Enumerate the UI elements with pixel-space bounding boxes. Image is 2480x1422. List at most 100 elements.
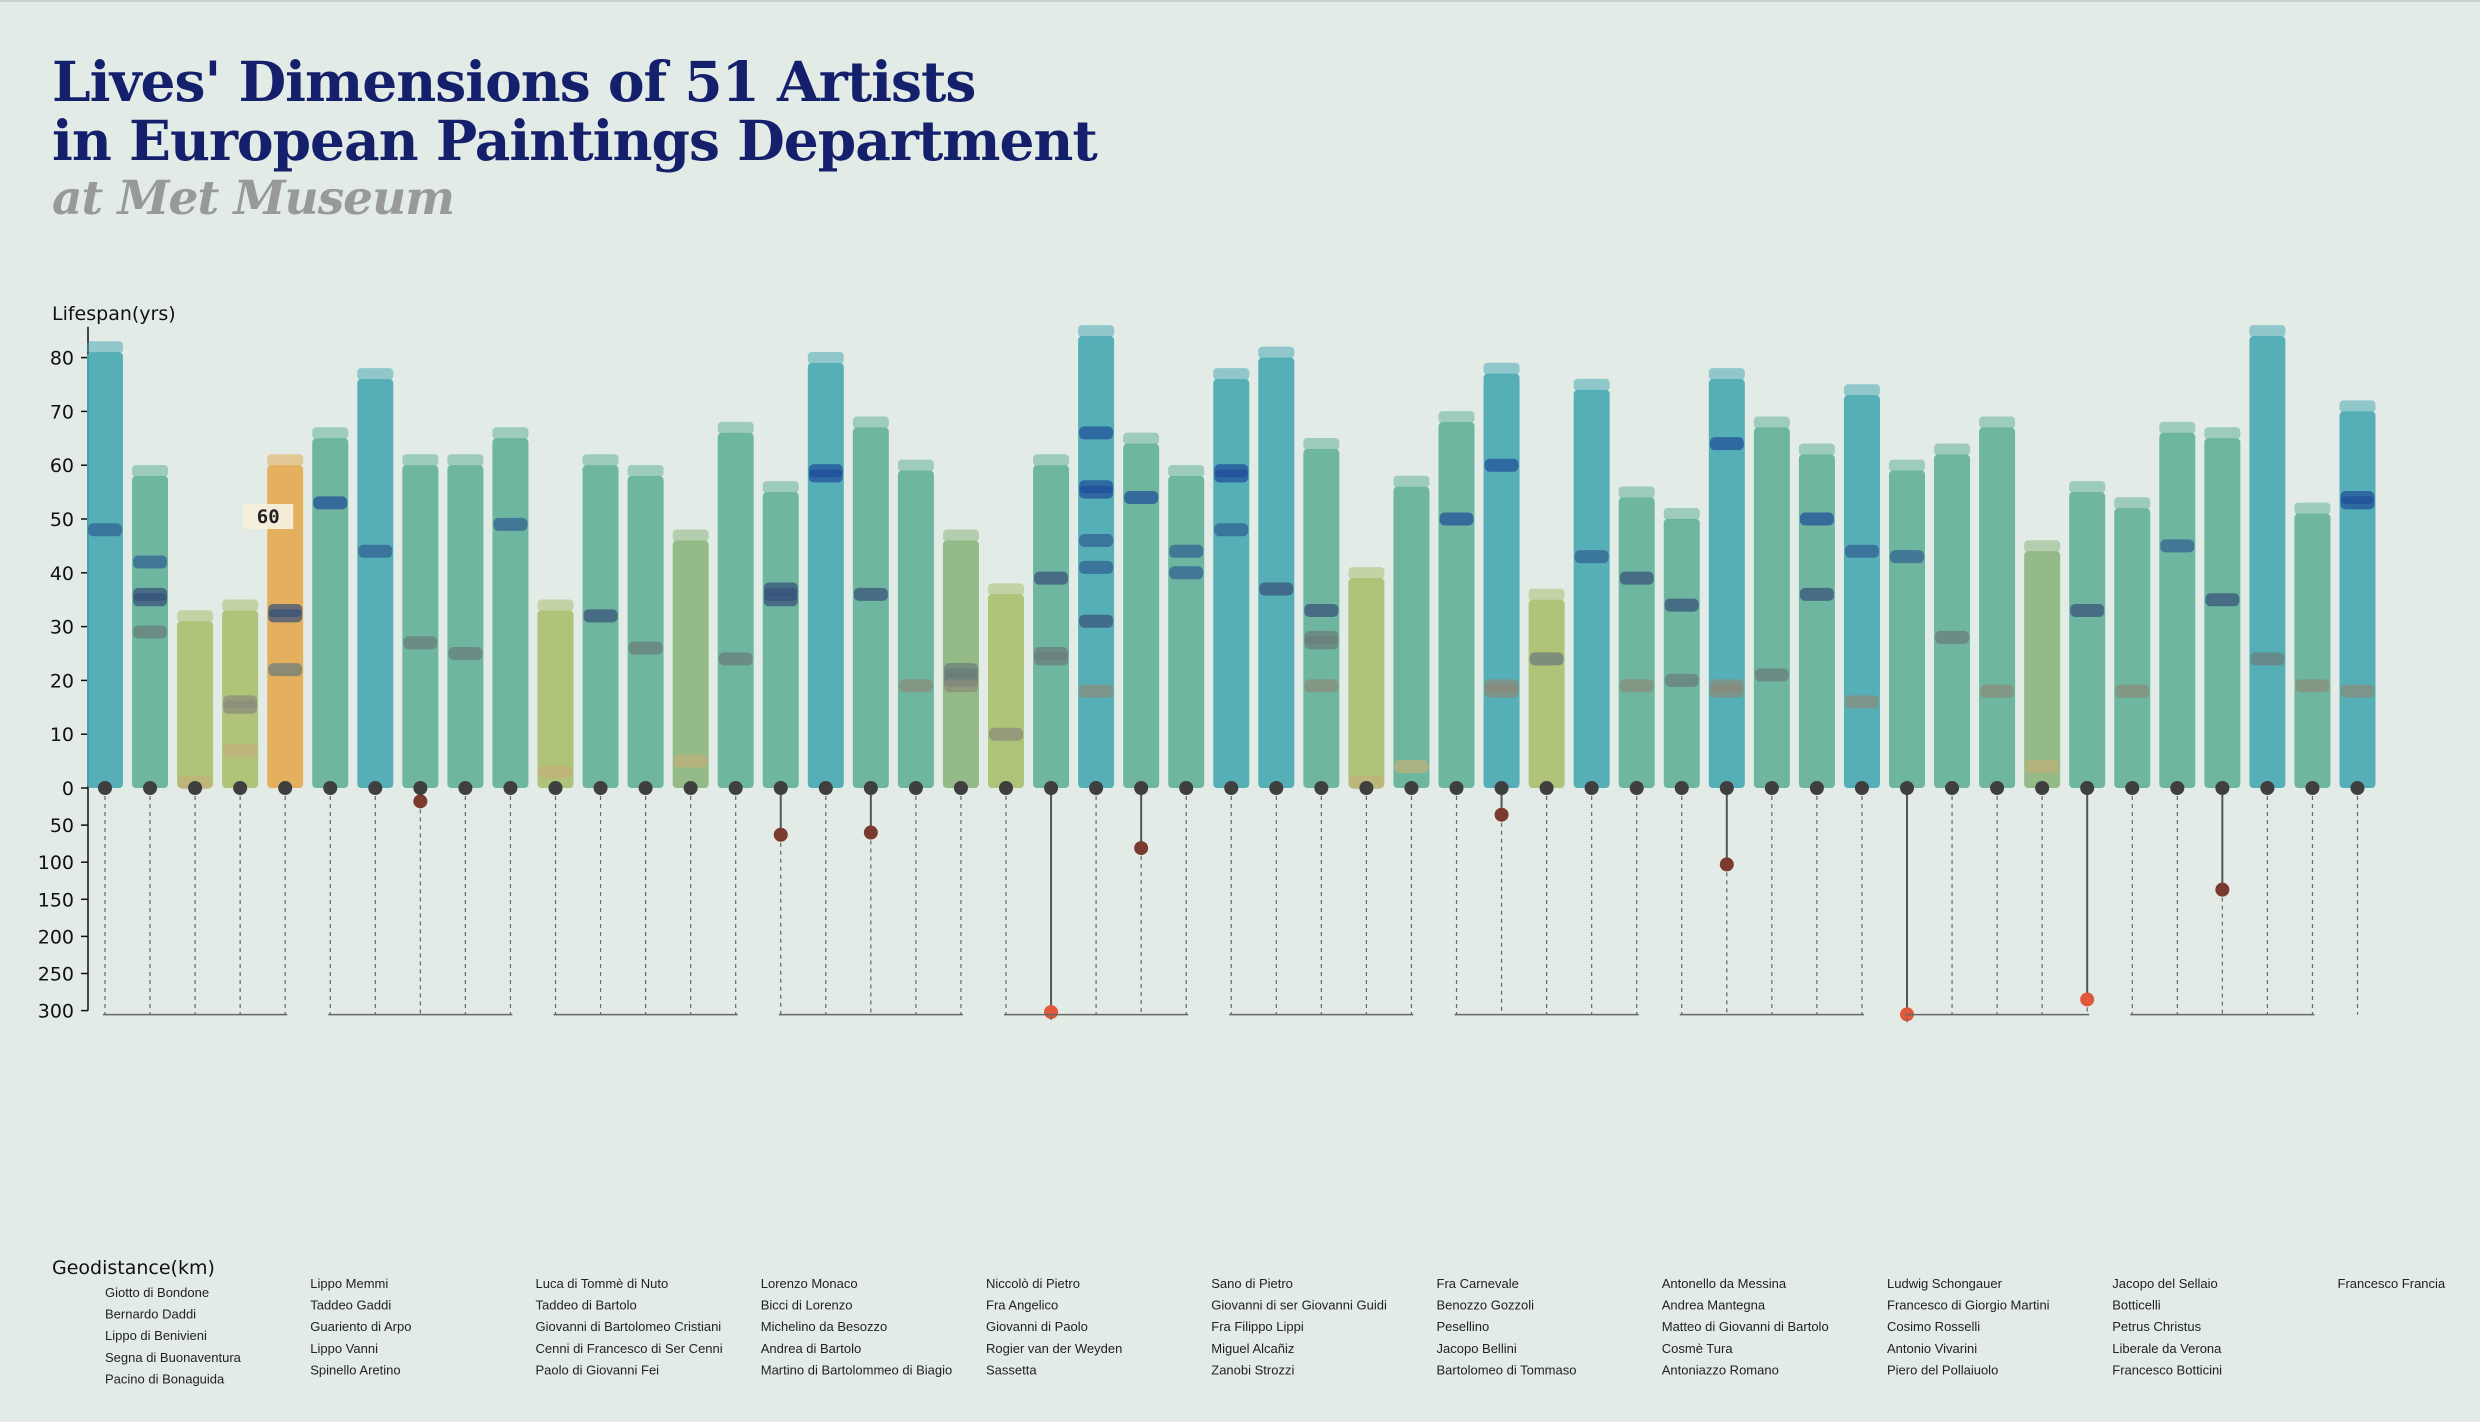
artist-name: Michelino da Besozzo <box>761 1319 887 1334</box>
bar-cap <box>672 529 709 542</box>
work-marker <box>223 743 258 757</box>
artist-name: Francesco Botticini <box>2112 1362 2222 1377</box>
lifespan-bar <box>717 432 754 788</box>
origin-dot <box>908 781 923 795</box>
work-marker <box>1844 695 1879 709</box>
lifespan-bar <box>447 465 484 788</box>
artist-bar-group <box>1979 416 2016 788</box>
bar-cap <box>1078 325 1115 338</box>
lifespan-bar <box>762 492 799 788</box>
bar-cap <box>582 454 619 467</box>
lifespan-bar <box>312 438 349 788</box>
artist-name: Bartolomeo di Tommaso <box>1437 1362 1577 1377</box>
work-marker <box>1709 437 1744 451</box>
origin-dot <box>143 781 158 795</box>
artist-bar-group <box>267 454 304 788</box>
bar-cap <box>1168 464 1205 477</box>
bar-cap <box>2249 325 2286 338</box>
lifespan-bar <box>537 610 574 788</box>
work-marker <box>853 587 888 601</box>
highlight-label: 60 <box>257 506 280 528</box>
artist-name: Lippo Vanni <box>310 1341 378 1356</box>
bar-cap <box>1843 384 1880 397</box>
work-marker <box>1079 684 1114 698</box>
work-marker <box>2340 684 2375 698</box>
artist-name: Sano di Pietro <box>1211 1276 1293 1291</box>
artist-bar-group <box>2114 497 2151 788</box>
origin-dot <box>1224 781 1239 795</box>
bar-cap <box>267 454 304 467</box>
lifespan-bar <box>2294 513 2331 788</box>
lifespan-bar <box>1889 470 1925 788</box>
work-marker <box>1034 571 1069 585</box>
origin-dot <box>2215 781 2230 795</box>
artist-bar-group <box>132 464 169 788</box>
origin-dot <box>1539 781 1554 795</box>
origin-dot <box>1584 781 1599 795</box>
artist-bar-group <box>988 583 1024 788</box>
work-marker <box>1844 544 1879 558</box>
origin-dot <box>413 781 428 795</box>
bar-cap <box>852 416 889 429</box>
lifespan-bar <box>492 438 529 788</box>
artist-name: Cosmè Tura <box>1662 1341 1734 1356</box>
geodistance-dot <box>2215 882 2230 897</box>
bar-cap <box>2159 421 2196 434</box>
work-marker <box>718 652 753 666</box>
work-marker <box>808 469 843 483</box>
artist-bar-group <box>1798 443 1835 788</box>
artist-name: Andrea Mantegna <box>1662 1298 1766 1313</box>
artist-name: Segna di Buonaventura <box>105 1350 242 1365</box>
origin-dot <box>863 781 878 795</box>
work-marker <box>1529 652 1564 666</box>
lifespan-bar <box>2159 432 2196 788</box>
origin-dot <box>278 781 293 795</box>
bar-cap <box>1934 443 1971 456</box>
work-marker <box>763 593 798 607</box>
lifespan-bar <box>627 475 664 788</box>
artist-bar-group <box>1393 475 1430 788</box>
lifespan-bar <box>1168 475 1205 788</box>
bar-cap <box>897 459 934 472</box>
bar-cap <box>2294 502 2331 515</box>
origin-dot <box>1359 781 1374 795</box>
origin-dot <box>98 781 112 795</box>
work-marker <box>1304 636 1339 650</box>
work-marker <box>1574 550 1609 564</box>
origin-dot <box>1900 781 1914 795</box>
artist-bar-group <box>1889 459 1925 788</box>
work-marker <box>133 555 168 569</box>
artist-name: Pacino di Bonaguida <box>105 1371 225 1386</box>
work-marker <box>2205 593 2240 607</box>
artist-name: Giovanni di Paolo <box>986 1319 1088 1334</box>
artist-bar-group <box>672 529 709 788</box>
artist-name: Lippo Memmi <box>310 1276 388 1291</box>
bar-cap <box>1979 416 2016 429</box>
work-marker <box>1214 469 1249 483</box>
origin-dot <box>548 781 563 795</box>
artist-name: Francesco di Giorgio Martini <box>1887 1298 2050 1313</box>
lifespan-bar <box>1303 449 1340 788</box>
artist-name: Sassetta <box>986 1362 1037 1377</box>
origin-dot <box>458 781 473 795</box>
artist-name: Taddeo Gaddi <box>310 1298 391 1313</box>
work-marker <box>313 496 348 510</box>
artist-bar-group <box>717 421 754 788</box>
bar-cap <box>1753 416 1790 429</box>
work-marker <box>1484 458 1519 472</box>
lifespan-bar <box>1753 427 1790 788</box>
artist-bar-group <box>1303 438 1340 788</box>
geodistance-dot <box>413 794 428 809</box>
work-marker <box>1079 560 1114 574</box>
work-marker <box>493 517 528 531</box>
artist-bar-group <box>1213 368 1250 788</box>
geodistance-dot <box>1494 807 1509 822</box>
origin-dot <box>1719 781 1734 795</box>
artist-bar-group <box>897 459 934 788</box>
work-marker <box>268 663 303 677</box>
artist-bar-group <box>1033 454 1070 788</box>
origin-dot <box>2305 781 2320 795</box>
bar-cap <box>1618 486 1655 499</box>
origin-dot <box>999 781 1013 795</box>
artist-bar-group <box>357 368 394 788</box>
